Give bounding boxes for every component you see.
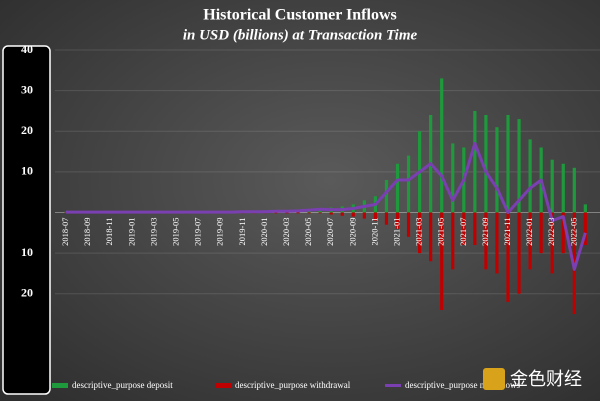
bar (451, 143, 455, 213)
y-tick-label: 20 (21, 286, 33, 300)
bar (274, 212, 278, 214)
x-tick-label: 2020-11 (369, 218, 379, 246)
y-tick-label: 20 (21, 123, 33, 137)
bar (473, 110, 477, 213)
bar (484, 212, 488, 270)
bar (296, 212, 300, 214)
bar (462, 212, 466, 245)
x-tick-label: 2021-03 (414, 218, 424, 246)
bar (395, 212, 400, 229)
bar (340, 212, 344, 216)
bar (429, 212, 433, 262)
watermark: 金色财经 (510, 369, 582, 390)
x-tick-label: 2021-05 (436, 218, 446, 246)
bar (384, 180, 389, 213)
bar (351, 212, 355, 217)
x-tick-label: 2021-07 (458, 218, 468, 246)
x-tick-label: 2020-05 (303, 218, 313, 246)
bar (406, 212, 411, 237)
x-tick-label: 2021-11 (502, 218, 512, 246)
bar (561, 212, 565, 254)
x-tick-label: 2018-11 (104, 218, 114, 246)
legend-item: descriptive_purpose withdrawal (215, 380, 351, 390)
bar (406, 155, 411, 213)
bar (384, 212, 389, 225)
x-tick-label: 2018-07 (60, 218, 70, 246)
bar (318, 212, 322, 214)
x-tick-label: 2021-01 (391, 218, 401, 246)
x-tick-label: 2019-11 (237, 218, 247, 246)
x-tick-label: 2020-09 (347, 218, 357, 246)
chart-title: Historical Customer Inflows (203, 7, 396, 24)
bar (539, 212, 543, 254)
x-tick-label: 2022-03 (546, 218, 556, 246)
bar (583, 212, 587, 245)
bar (307, 212, 311, 214)
y-tick-label: 40 (21, 42, 33, 56)
y-tick-label: 10 (21, 164, 33, 178)
x-tick-label: 2020-07 (325, 218, 335, 246)
bar (395, 163, 400, 213)
bar (517, 119, 521, 213)
bar (550, 212, 554, 274)
legend-swatch (52, 383, 68, 388)
legend-item: descriptive_purpose deposit (52, 380, 173, 390)
bar (572, 167, 576, 213)
bar (528, 212, 532, 270)
x-tick-label: 2018-09 (82, 218, 92, 246)
bar (506, 115, 510, 213)
bar (517, 212, 521, 294)
watermark-group: 金色财经 (483, 368, 582, 390)
x-tick-label: 2020-01 (259, 218, 269, 246)
bar (473, 212, 477, 245)
y-tick-label: 10 (21, 245, 33, 259)
x-tick-label: 2019-07 (193, 218, 203, 246)
bar (550, 159, 554, 213)
bar (440, 212, 444, 310)
x-tick-label: 2019-05 (170, 218, 180, 246)
bar (373, 212, 377, 221)
bar (528, 139, 532, 213)
y-axis-panel (2, 45, 51, 395)
x-tick-label: 2021-09 (480, 218, 490, 246)
bar (495, 127, 499, 213)
x-tick-label: 2019-01 (126, 218, 136, 246)
watermark-logo (483, 368, 505, 390)
x-tick-label: 2022-01 (524, 218, 534, 246)
bar (561, 163, 565, 213)
bar (362, 212, 366, 219)
chart-subtitle: in USD (billions) at Transaction Time (183, 27, 418, 43)
x-tick-label: 2022-05 (568, 218, 578, 246)
bar (583, 204, 587, 213)
bar (418, 212, 422, 254)
bar (451, 212, 455, 270)
legend-label: descriptive_purpose net inflows (405, 380, 520, 390)
bar (484, 115, 488, 213)
x-tick-label: 2019-09 (215, 218, 225, 246)
legend-item: descriptive_purpose net inflows (385, 380, 520, 390)
bar (506, 212, 510, 302)
line (66, 141, 587, 271)
legend-label: descriptive_purpose deposit (72, 380, 173, 390)
bar (440, 78, 444, 213)
x-tick-label: 2020-03 (281, 218, 291, 246)
legend-label: descriptive_purpose withdrawal (235, 380, 351, 390)
bar (495, 212, 499, 274)
x-tick-label: 2019-03 (148, 218, 158, 246)
bar (285, 212, 289, 214)
bar (329, 212, 333, 215)
y-tick-label: 30 (21, 82, 33, 96)
legend-swatch (215, 383, 231, 388)
